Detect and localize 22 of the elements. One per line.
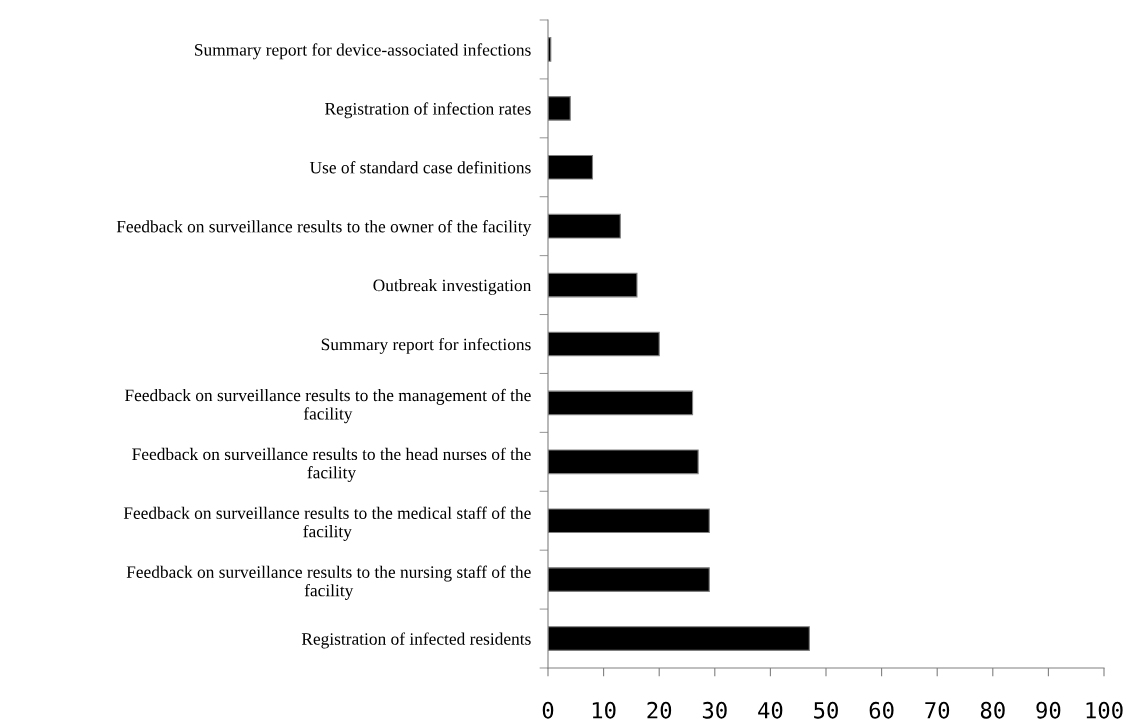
y-tick-label: Summary report for device-associated infections <box>195 43 531 60</box>
y-tick-label: Summary report for infections <box>321 337 531 354</box>
x-tick-label: 90 <box>1036 701 1061 719</box>
y-tick-label: Feedback on surveillance results to the head nurses of the facility <box>132 447 531 482</box>
x-tick-label: 80 <box>980 701 1005 719</box>
y-tick-label: Outbreak investigation <box>373 279 532 295</box>
x-tick-label: 0 <box>542 701 554 719</box>
x-tick-label: 60 <box>869 701 894 719</box>
x-tick-label: 40 <box>758 701 783 719</box>
y-tick-label: Registration of infected residents <box>301 632 531 649</box>
x-tick-label: 100 <box>1086 701 1123 719</box>
y-tick-label: Feedback on surveillance results to the nursing staff of the facility <box>126 565 531 600</box>
x-tick-label: 50 <box>814 701 838 719</box>
y-tick-label: Registration of infection rates <box>325 102 531 119</box>
x-tick-label: 10 <box>592 701 616 719</box>
y-tick-label: Feedback on surveillance results to the owner of the facility <box>116 220 532 237</box>
y-tick-label: Feedback on surveillance results to the management of the facility <box>124 388 531 424</box>
y-tick-label: Use of standard case definitions <box>309 161 531 174</box>
x-tick-label: 30 <box>702 701 727 719</box>
x-tick-label: 20 <box>647 701 672 719</box>
x-tick-label: 70 <box>925 701 950 719</box>
y-tick-label: Feedback on surveillance results to the medical staff of the facility <box>123 506 531 541</box>
